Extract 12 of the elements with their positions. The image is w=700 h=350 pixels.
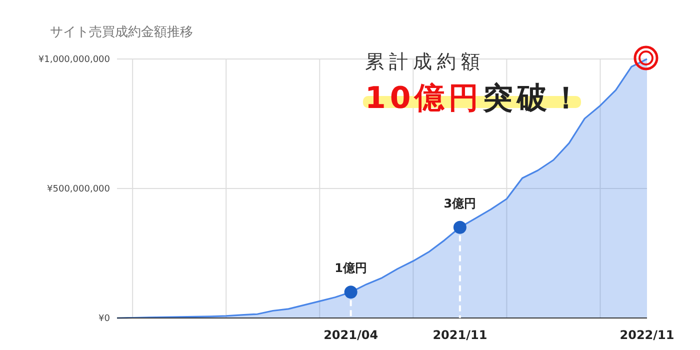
y-tick-label: ¥1,000,000,000 bbox=[38, 55, 110, 66]
chart-title: サイト売買成約金額推移 bbox=[50, 25, 193, 40]
annotation: 10億円 bbox=[365, 81, 483, 116]
y-tick-label: ¥0 bbox=[98, 314, 110, 324]
x-tick-label: 2022/11 bbox=[620, 328, 674, 342]
annotation: 1億円 bbox=[334, 261, 368, 276]
annotation: 突破！ bbox=[482, 81, 585, 116]
y-tick-label: ¥500,000,000 bbox=[47, 184, 110, 195]
x-tick-label: 2021/11 bbox=[432, 328, 488, 342]
x-tick-label: 2021/04 bbox=[324, 328, 378, 342]
annotation: 累計成約額 bbox=[365, 51, 485, 73]
annotation: 3億円 bbox=[444, 196, 476, 210]
